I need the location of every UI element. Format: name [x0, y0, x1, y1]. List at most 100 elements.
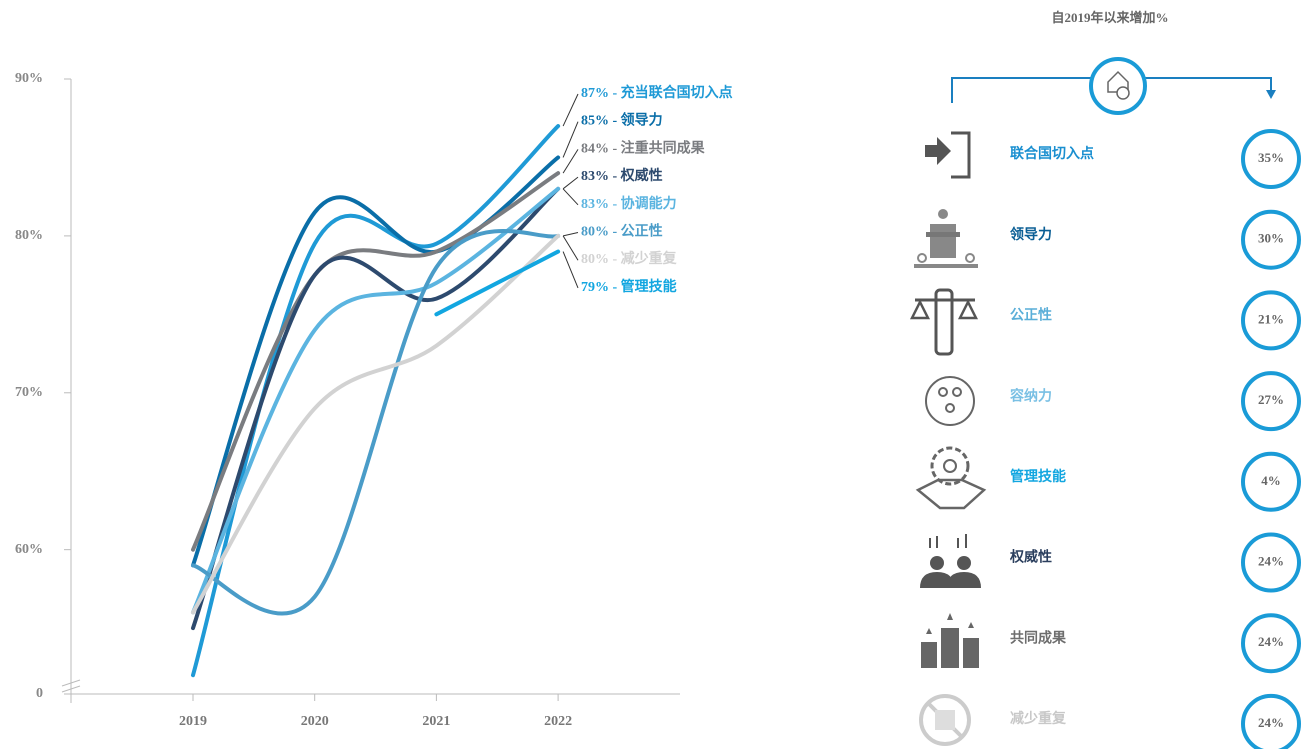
value-circle [1241, 290, 1301, 351]
y-tick-label: 90% [15, 71, 43, 86]
end-label: 83% - 协调能力 [581, 195, 677, 212]
series-name: 充当联合国切入点 [621, 84, 733, 101]
value-circle [1241, 451, 1301, 512]
end-label: 83% - 权威性 [581, 167, 663, 184]
arrow-head [1266, 90, 1276, 99]
leader-line [562, 188, 579, 206]
separator: - [609, 280, 621, 295]
x-tick-label: 2019 [179, 714, 207, 729]
line [191, 229, 561, 616]
series-name: 注重共同成果 [621, 140, 706, 157]
end-label: 84% - 注重共同成果 [581, 140, 706, 157]
y-tick-label: 0 [36, 686, 43, 701]
item-name: 容纳力 [1009, 387, 1052, 404]
icon-shape [963, 638, 979, 668]
icon-shape [934, 288, 954, 356]
end-label: 87% - 充当联合国切入点 [581, 84, 733, 101]
leader-line [562, 149, 579, 174]
icon-circle [1089, 57, 1147, 115]
axis-break [61, 685, 81, 693]
icon-shape [929, 534, 967, 548]
separator: - [609, 114, 621, 129]
icon-shape [930, 224, 956, 258]
icon-shape [930, 446, 970, 486]
value-circle [1241, 129, 1301, 189]
series-name: 领导力 [621, 112, 663, 129]
leader-line [562, 121, 579, 158]
end-value: 83% [581, 197, 609, 212]
item-value: 30% [1258, 231, 1284, 246]
percent-icon [1116, 86, 1130, 100]
x-tick-label: 2022 [544, 714, 572, 729]
series-name: 权威性 [620, 167, 663, 184]
line [191, 171, 561, 552]
icon-shape [925, 376, 975, 426]
series-name: 管理技能 [621, 278, 677, 295]
item-value: 4% [1261, 473, 1281, 488]
icon-shape [951, 131, 971, 179]
end-value: 80% [581, 252, 609, 267]
end-value: 87% [581, 86, 609, 101]
separator: - [609, 225, 621, 240]
line [191, 233, 561, 615]
icon-shape [930, 556, 944, 570]
end-value: 83% [581, 169, 609, 184]
value-circle [1241, 532, 1301, 593]
series-name: 减少重复 [621, 250, 678, 267]
end-label: 80% - 减少重复 [581, 250, 678, 267]
value-circle [1241, 371, 1301, 432]
item-name: 联合国切入点 [1010, 145, 1094, 162]
icon-shape [941, 628, 959, 668]
icon-shape [926, 232, 960, 237]
item-value: 27% [1258, 392, 1284, 407]
icon-shape [938, 387, 948, 397]
icons [909, 131, 987, 746]
separator: - [609, 252, 621, 267]
item-name: 领导力 [1010, 226, 1052, 243]
line [434, 249, 561, 317]
icon-shape [938, 209, 948, 219]
separator: - [609, 169, 621, 184]
item-value: 24% [1258, 553, 1284, 568]
item-name: 权威性 [1009, 549, 1052, 566]
leader-line [562, 232, 579, 237]
end-value: 84% [581, 142, 609, 157]
item-name: 减少重复 [1010, 710, 1067, 727]
item-value: 21% [1258, 311, 1284, 326]
icon-shape [945, 403, 955, 413]
item-value: 24% [1258, 715, 1284, 730]
panel-title: 自2019年以来增加% [1051, 10, 1168, 25]
end-label: 85% - 领导力 [581, 112, 663, 129]
icon-shape [957, 556, 971, 570]
x-tick-label: 2021 [422, 714, 450, 729]
x-tick-label: 2020 [301, 714, 329, 729]
icon-shape [925, 137, 951, 165]
separator: - [609, 142, 621, 157]
y-tick-label: 80% [15, 228, 43, 243]
icon-shape [943, 459, 957, 473]
icon-shape [920, 572, 981, 588]
end-value: 80% [581, 225, 609, 240]
item-value: 24% [1258, 634, 1284, 649]
item-value: 35% [1258, 150, 1284, 165]
item-name: 共同成果 [1010, 629, 1067, 646]
icon-shape [952, 387, 962, 397]
y-tick-label: 60% [15, 542, 43, 557]
leader-line [562, 235, 579, 261]
icon-shape [926, 613, 974, 634]
item-name: 公正性 [1010, 307, 1052, 324]
icon-shape [914, 264, 978, 268]
leader-line [562, 251, 579, 289]
value-circle [1241, 209, 1301, 270]
leader-line [562, 176, 579, 190]
leader-line [562, 93, 579, 127]
line [191, 155, 561, 568]
series-name: 公正性 [621, 223, 663, 240]
icon-shape [921, 642, 937, 668]
icon-shape [965, 253, 975, 263]
icon-shape [909, 299, 979, 320]
line [191, 186, 561, 631]
end-label: 80% - 公正性 [581, 223, 663, 240]
icon-shape [919, 694, 971, 746]
end-value: 85% [581, 114, 609, 129]
